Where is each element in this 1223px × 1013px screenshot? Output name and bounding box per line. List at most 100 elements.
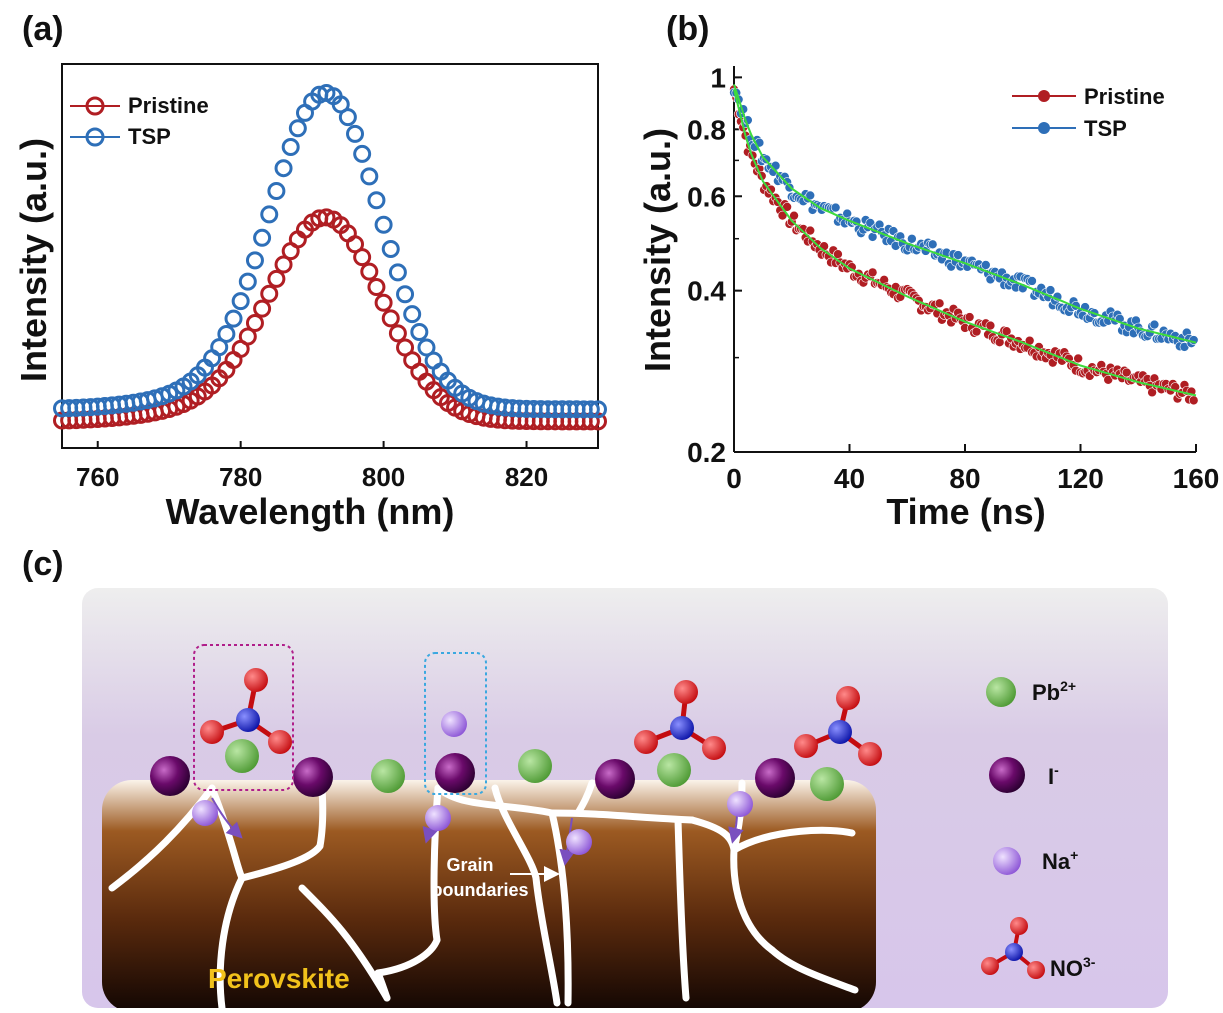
fit-line-tsp — [733, 84, 1197, 344]
chart-b-fit-lines — [733, 84, 1197, 397]
x-tick-label: 120 — [1057, 463, 1104, 494]
data-point — [267, 269, 286, 288]
data-point — [789, 210, 799, 221]
legend-iodide-icon — [989, 757, 1025, 793]
data-point — [274, 159, 293, 178]
legend-b-tsp-label: TSP — [1084, 116, 1127, 141]
na-highlight-box — [424, 652, 487, 795]
data-point — [260, 284, 279, 303]
passivation-scheme: Grain boundaries Perovskite — [82, 588, 1168, 1008]
data-point — [589, 400, 607, 419]
y-tick-label: 0.4 — [687, 276, 726, 307]
chart-a-x-ticks: 760 780 800 820 — [76, 441, 548, 492]
pb-ion — [810, 767, 844, 801]
series-tsp-points — [53, 83, 607, 419]
panel-label-c: (c) — [22, 545, 64, 583]
legend-b-pristine-marker — [1038, 90, 1050, 102]
series-pristine-points — [53, 208, 607, 431]
x-tick-label: 780 — [219, 462, 262, 492]
series-pristine-points — [729, 84, 1199, 406]
sodium-ion — [566, 829, 592, 855]
data-point — [374, 293, 393, 312]
data-point — [805, 225, 816, 236]
legend-sodium-label: Na+ — [1042, 847, 1078, 874]
data-point — [381, 239, 400, 258]
pb-ion — [371, 759, 405, 793]
data-point — [805, 190, 816, 201]
pb-ion — [225, 739, 259, 773]
legend-sodium-icon — [993, 847, 1021, 875]
iodide-ion — [595, 759, 635, 799]
chart-a-xlabel: Wavelength (nm) — [166, 491, 455, 532]
x-tick-label: 820 — [505, 462, 548, 492]
chart-a-ylabel: Intensity (a.u.) — [13, 138, 54, 382]
data-point — [1188, 395, 1199, 406]
data-point — [353, 144, 372, 163]
data-point — [1149, 319, 1160, 330]
data-point — [360, 262, 379, 281]
data-point — [953, 250, 963, 260]
data-point — [1045, 285, 1056, 295]
data-point — [224, 309, 243, 328]
data-point — [1188, 335, 1199, 345]
data-point — [396, 285, 415, 304]
x-tick-label: 800 — [362, 462, 405, 492]
sodium-ion — [441, 711, 467, 737]
data-point — [353, 248, 372, 267]
chart-b-ylabel: Intensity (a.u.) — [637, 128, 678, 372]
data-point — [410, 322, 429, 341]
trpl-decay-chart: 0 40 80 120 160 0.2 0.4 0.6 0.8 1 Time (ns) Inten… — [637, 62, 1219, 532]
pl-spectra-chart: 760 780 800 820 Wavelength (nm) Intensity (… — [13, 63, 607, 532]
data-point — [388, 324, 407, 343]
surface-pb-ions — [225, 739, 844, 801]
perovskite-label: Perovskite — [208, 963, 350, 994]
data-point — [253, 299, 272, 318]
data-point — [338, 108, 357, 127]
data-point — [238, 272, 257, 291]
x-tick-label: 760 — [76, 462, 119, 492]
nitrate-ion — [634, 680, 726, 760]
data-point — [253, 228, 272, 247]
x-tick-label: 80 — [949, 463, 980, 494]
chart-b-points — [729, 84, 1199, 406]
chart-a-legend: Pristine TSP — [70, 93, 209, 149]
pb-ion — [518, 749, 552, 783]
data-point — [238, 327, 257, 346]
sodium-ion — [425, 805, 451, 831]
legend-iodide-label: I- — [1048, 762, 1059, 789]
legend-pb-label: Pb2+ — [1032, 678, 1076, 705]
data-point — [210, 338, 229, 357]
legend-nitrate-label: NO3- — [1050, 954, 1096, 981]
y-tick-label: 0.8 — [687, 114, 726, 145]
scheme-legend: Pb2+ I- Na+ NO3- — [981, 677, 1096, 981]
x-tick-label: 0 — [726, 463, 742, 494]
chart-b-legend: Pristine TSP — [1012, 84, 1165, 141]
data-point — [274, 255, 293, 274]
data-point — [217, 324, 236, 343]
sodium-ions — [192, 711, 753, 855]
panel-label-b: (b) — [666, 10, 710, 48]
data-point — [260, 205, 279, 224]
data-point — [1073, 353, 1083, 364]
grain-label-line2: boundaries — [431, 880, 528, 900]
data-point — [403, 305, 422, 324]
legend-a-pristine-marker — [85, 96, 105, 116]
data-point — [346, 124, 365, 143]
y-tick-label: 0.2 — [687, 437, 726, 468]
data-point — [417, 338, 436, 357]
legend-b-pristine-label: Pristine — [1084, 84, 1165, 109]
nano3-highlight-box — [193, 644, 294, 791]
y-tick-label: 1 — [710, 62, 726, 93]
data-point — [842, 208, 852, 219]
pb-ion — [657, 753, 691, 787]
sodium-ion — [192, 800, 218, 826]
data-point — [367, 191, 386, 210]
data-point — [581, 400, 600, 419]
chart-a-frame — [61, 63, 599, 449]
chart-a-points — [53, 83, 607, 431]
data-point — [381, 309, 400, 328]
legend-b-tsp-marker — [1038, 122, 1050, 134]
surface-iodide-ions — [150, 753, 795, 799]
x-tick-label: 40 — [834, 463, 865, 494]
series-tsp-points — [729, 87, 1199, 352]
